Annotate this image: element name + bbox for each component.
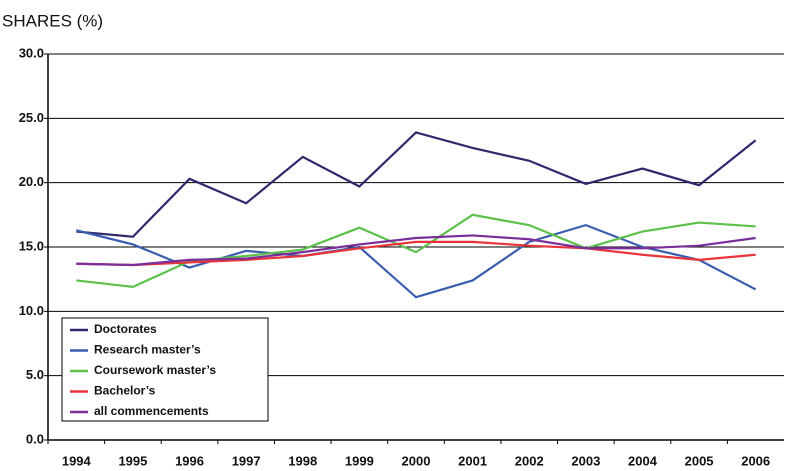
x-tick-label: 1998 [288,453,317,468]
x-tick-label: 2006 [741,453,770,468]
y-tick-label: 0.0 [26,431,44,446]
y-tick-label: 30.0 [19,45,44,60]
series-line [76,234,756,267]
legend-label: Doctorates [94,322,157,336]
x-tick-label: 1996 [175,453,204,468]
x-tick-label: 2004 [628,453,658,468]
series-line [76,240,756,267]
y-tick-label: 25.0 [19,110,44,125]
x-tick-label: 2005 [685,453,714,468]
legend-label: all commencements [94,404,209,418]
y-axis-label: SHARES (%) [2,11,103,30]
series-line [76,223,757,299]
y-tick-label: 15.0 [19,238,44,253]
x-tick-label: 2001 [458,453,487,468]
x-tick-label: 1995 [118,453,147,468]
x-tick-label: 2002 [515,453,544,468]
legend-box [61,317,269,422]
x-tick-label: 1999 [345,453,374,468]
x-tick-label: 2003 [571,453,600,468]
y-tick-label: 10.0 [19,303,44,318]
series-line [76,131,757,238]
y-tick-label: 5.0 [26,367,44,382]
legend-label: Research master’s [94,343,201,357]
series-line [76,213,756,289]
x-tick-label: 1994 [62,453,92,468]
x-tick-label: 1997 [232,453,261,468]
x-tick-label: 2000 [402,453,431,468]
legend-label: Bachelor’s [94,384,156,398]
y-tick-label: 20.0 [19,174,44,189]
legend-label: Coursework master’s [94,363,216,377]
